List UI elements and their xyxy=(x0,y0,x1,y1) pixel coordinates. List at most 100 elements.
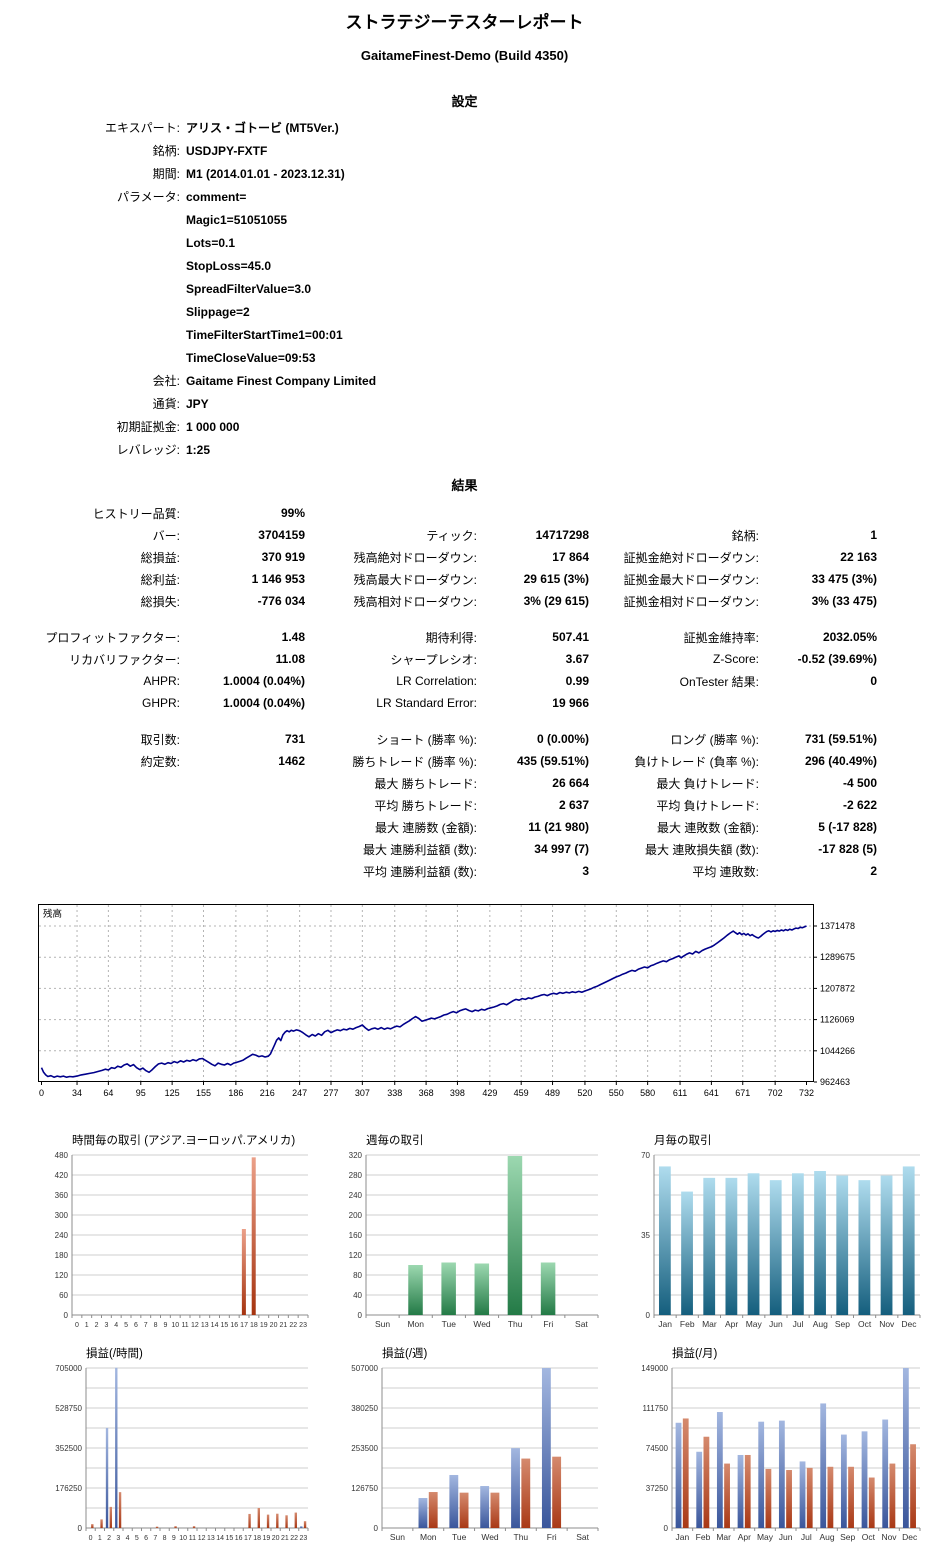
svg-text:125: 125 xyxy=(165,1088,180,1098)
svg-text:459: 459 xyxy=(514,1088,529,1098)
svg-text:21: 21 xyxy=(281,1535,289,1542)
result-label: 最大 勝ちトレード: xyxy=(374,776,477,791)
svg-text:240: 240 xyxy=(349,1191,363,1200)
result-value: 507.41 xyxy=(552,630,589,644)
svg-text:3: 3 xyxy=(104,1322,108,1329)
svg-text:74500: 74500 xyxy=(646,1444,669,1453)
result-label: 総利益: xyxy=(140,572,180,587)
svg-text:702: 702 xyxy=(768,1088,783,1098)
report-title: ストラテジーテスターレポート xyxy=(345,13,584,32)
result-value: 3% (29 615) xyxy=(523,594,589,608)
svg-text:15: 15 xyxy=(221,1322,229,1329)
svg-text:240: 240 xyxy=(55,1231,69,1240)
settings-row: Slippage=2 xyxy=(0,300,376,323)
result-value: 1.0004 (0.04%) xyxy=(222,674,305,688)
svg-text:23: 23 xyxy=(299,1535,307,1542)
svg-text:480: 480 xyxy=(55,1151,69,1160)
result-value: 731 (59.51%) xyxy=(804,732,877,746)
svg-text:368: 368 xyxy=(419,1088,434,1098)
svg-text:307: 307 xyxy=(355,1088,370,1098)
result-value: 26 664 xyxy=(552,776,589,790)
svg-text:320: 320 xyxy=(349,1151,363,1160)
result-value: 2 637 xyxy=(558,798,589,812)
result-label: 証拠金維持率: xyxy=(683,630,759,645)
settings-label: エキスパート: xyxy=(105,121,180,135)
result-row: ヒストリー品質: 99% xyxy=(0,502,877,524)
result-label: ヒストリー品質: xyxy=(92,506,180,521)
svg-text:Jan: Jan xyxy=(675,1532,689,1542)
result-label: Z-Score: xyxy=(712,652,759,666)
settings-value: 1:25 xyxy=(186,442,211,457)
settings-value: JPY xyxy=(186,396,209,411)
svg-text:0: 0 xyxy=(89,1535,93,1542)
svg-text:Jan: Jan xyxy=(658,1319,672,1329)
svg-text:Sep: Sep xyxy=(840,1532,855,1542)
svg-text:Feb: Feb xyxy=(680,1319,695,1329)
result-value: 296 (40.49%) xyxy=(804,754,877,768)
result-value: 0.99 xyxy=(565,674,589,688)
svg-text:Tue: Tue xyxy=(442,1319,457,1329)
settings-row: 期間: M1 (2014.01.01 - 2023.12.31) xyxy=(0,162,376,185)
svg-text:641: 641 xyxy=(704,1088,719,1098)
result-label: 残高絶対ドローダウン: xyxy=(353,550,477,565)
svg-text:Apr: Apr xyxy=(725,1319,738,1329)
result-label: LR Correlation: xyxy=(396,674,477,688)
svg-text:Jun: Jun xyxy=(769,1319,783,1329)
svg-text:May: May xyxy=(746,1319,763,1329)
svg-text:14: 14 xyxy=(211,1322,219,1329)
svg-text:962463: 962463 xyxy=(820,1077,850,1087)
svg-text:Dec: Dec xyxy=(901,1319,917,1329)
result-label: LR Standard Error: xyxy=(376,696,477,710)
result-row: 約定数: 1462 勝ちトレード (勝率 %): 435 (59.51%) 負けトレード… xyxy=(0,750,877,772)
settings-row: エキスパート: アリス・ゴトービ (MT5Ver.) xyxy=(0,116,376,139)
svg-text:1371478: 1371478 xyxy=(820,921,855,931)
svg-text:13: 13 xyxy=(201,1322,209,1329)
svg-text:23: 23 xyxy=(299,1322,307,1329)
result-label: 証拠金相対ドローダウン: xyxy=(623,594,759,609)
result-label xyxy=(0,838,180,860)
svg-text:21: 21 xyxy=(280,1322,288,1329)
svg-text:6: 6 xyxy=(144,1535,148,1542)
result-value: 3 xyxy=(582,864,589,878)
svg-text:5: 5 xyxy=(124,1322,128,1329)
settings-row: 初期証拠金: 1 000 000 xyxy=(0,415,376,438)
result-row: 最大 連勝数 (金額): 11 (21 980) 最大 連敗数 (金額): 5 (-1… xyxy=(0,816,877,838)
svg-text:22: 22 xyxy=(289,1322,297,1329)
svg-text:732: 732 xyxy=(799,1088,814,1098)
result-label: 取引数: xyxy=(140,732,180,747)
svg-text:338: 338 xyxy=(387,1088,402,1098)
svg-text:12: 12 xyxy=(198,1535,206,1542)
result-value: 1 xyxy=(870,528,877,542)
result-label: 残高最大ドローダウン: xyxy=(353,572,477,587)
svg-text:Sat: Sat xyxy=(575,1319,588,1329)
svg-text:398: 398 xyxy=(450,1088,465,1098)
result-row: 取引数: 731 ショート (勝率 %): 0 (0.00%) ロング (勝率 %): 7… xyxy=(0,728,877,750)
results-heading: 結果 xyxy=(451,478,478,493)
svg-text:Nov: Nov xyxy=(879,1319,895,1329)
svg-text:Oct: Oct xyxy=(858,1319,872,1329)
svg-text:Nov: Nov xyxy=(881,1532,897,1542)
result-value xyxy=(180,860,305,882)
svg-text:Mon: Mon xyxy=(420,1532,437,1542)
svg-text:40: 40 xyxy=(353,1291,362,1300)
result-value: 22 163 xyxy=(840,550,877,564)
svg-text:247: 247 xyxy=(292,1088,307,1098)
hourly-profit-title: 損益(/時間) xyxy=(86,1348,143,1360)
result-row: プロフィットファクター: 1.48 期待利得: 507.41 証拠金維持率: 2032.0… xyxy=(0,626,877,648)
result-value xyxy=(477,502,589,524)
result-value: 370 919 xyxy=(261,550,305,564)
svg-text:4: 4 xyxy=(126,1535,130,1542)
svg-text:111750: 111750 xyxy=(642,1404,668,1413)
svg-text:0: 0 xyxy=(646,1311,651,1320)
settings-value: TimeCloseValue=09:53 xyxy=(186,350,316,365)
svg-text:Oct: Oct xyxy=(862,1532,876,1542)
settings-row: 銘柄: USDJPY-FXTF xyxy=(0,139,376,162)
result-value: 2032.05% xyxy=(822,630,877,644)
svg-text:Aug: Aug xyxy=(813,1319,828,1329)
settings-row: TimeCloseValue=09:53 xyxy=(0,346,376,369)
result-label: 最大 負けトレード: xyxy=(656,776,759,791)
result-value: 29 615 (3%) xyxy=(523,572,589,586)
svg-text:Mon: Mon xyxy=(407,1319,424,1329)
result-label: 総損益: xyxy=(140,550,180,565)
settings-value: Gaitame Finest Company Limited xyxy=(186,373,377,388)
